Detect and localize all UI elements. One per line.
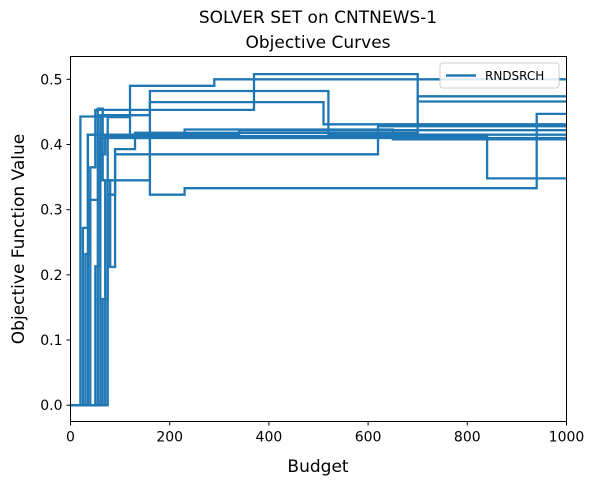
series-line-10 <box>70 112 567 407</box>
chart-title: SOLVER SET on CNTNEWS-1 <box>199 8 437 28</box>
x-tick-label: 1000 <box>549 430 585 446</box>
series-line-1 <box>70 78 567 407</box>
x-tick-label: 400 <box>256 430 283 446</box>
y-tick-label: 0.5 <box>40 72 62 88</box>
y-tick-label: 0.1 <box>40 333 62 349</box>
series-line-4 <box>70 89 567 407</box>
y-tick-label: 0.3 <box>40 203 62 219</box>
x-tick-label: 600 <box>355 430 382 446</box>
x-axis-label: Budget <box>287 457 348 477</box>
series-line-3 <box>70 72 567 407</box>
series-line-8 <box>70 136 567 407</box>
x-tick-label: 800 <box>454 430 481 446</box>
plot-frame <box>70 56 567 422</box>
y-tick-label: 0.0 <box>40 398 62 414</box>
series-line-2 <box>70 129 567 407</box>
legend: RNDSRCH <box>439 62 560 89</box>
y-tick-label: 0.2 <box>40 268 62 284</box>
series-line-9 <box>70 115 567 407</box>
chart-subtitle: Objective Curves <box>245 33 390 53</box>
plot-series-group <box>70 72 567 407</box>
y-axis-label: Objective Function Value <box>9 134 29 344</box>
legend-box <box>439 62 560 89</box>
series-line-6 <box>70 100 567 407</box>
x-tick-label: 0 <box>66 430 75 446</box>
series-line-11 <box>70 95 567 407</box>
series-line-5 <box>70 134 567 407</box>
x-tick-label: 200 <box>156 430 183 446</box>
series-line-7 <box>70 125 567 407</box>
axes-ticks-group: 0 200 400 600 800 1000 0.0 0.1 0.2 0.3 0.4 0.5 <box>40 72 584 445</box>
y-tick-label: 0.4 <box>40 137 62 153</box>
legend-label-rndsrch: RNDSRCH <box>485 69 544 83</box>
